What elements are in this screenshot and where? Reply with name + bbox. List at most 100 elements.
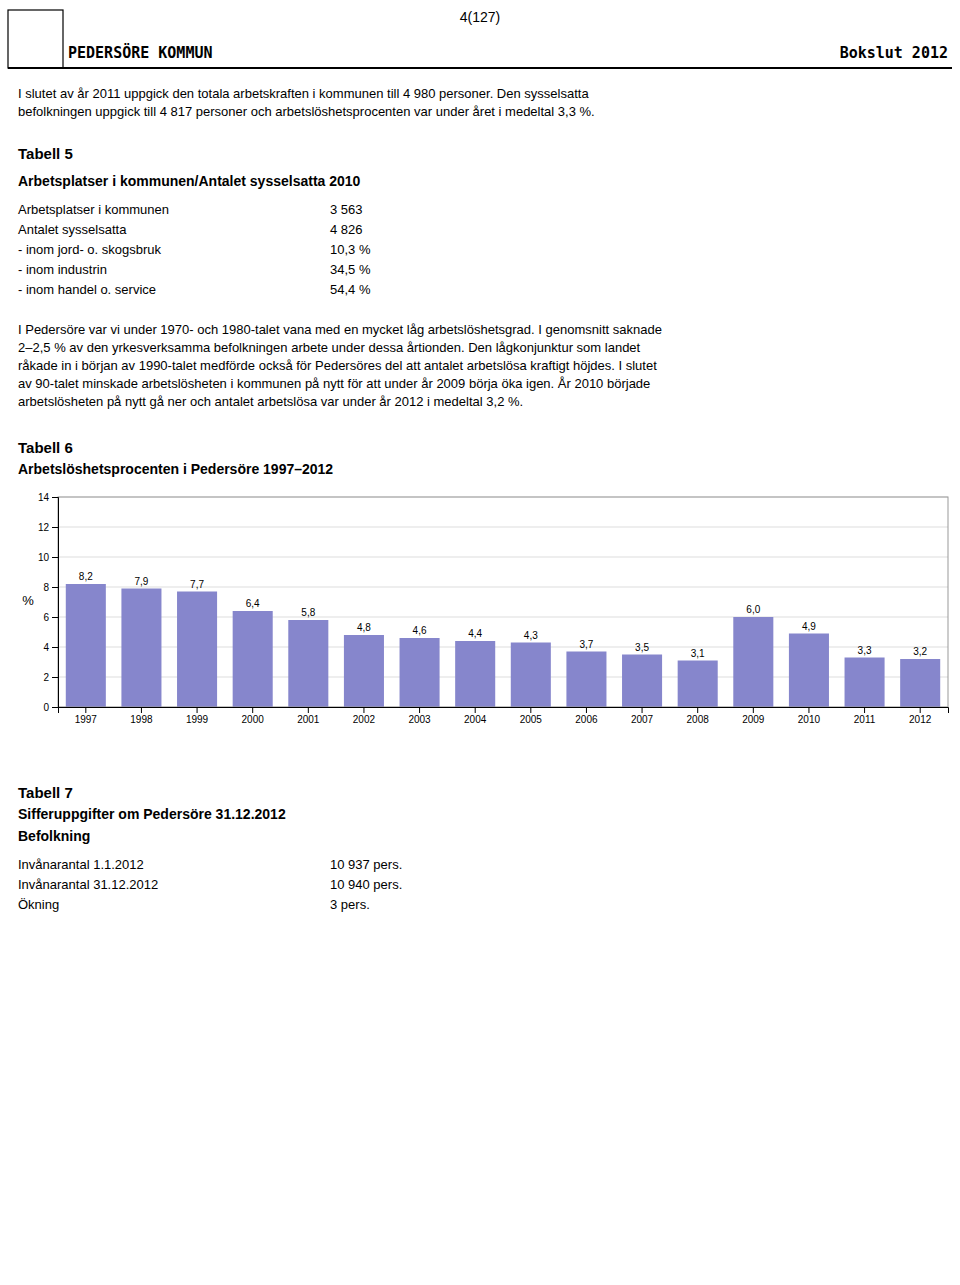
paragraph-line: arbetslösheten på nytt gå ner och antale… (18, 394, 523, 409)
tick-mark (52, 497, 58, 498)
bar (566, 652, 606, 708)
tick-label: 2002 (353, 714, 376, 725)
tick-label: 1998 (130, 714, 153, 725)
tick-label: 2001 (297, 714, 320, 725)
paragraph-line: I Pedersöre var vi under 1970- och 1980-… (18, 322, 662, 337)
tick-mark (52, 707, 58, 708)
tick-label: 1999 (186, 714, 209, 725)
tick-label: 4 (43, 642, 49, 653)
grid-line (58, 527, 948, 528)
table-cell: 10 940 pers. (330, 877, 402, 892)
page-number: 4(127) (460, 9, 500, 25)
tick: 12 (38, 522, 58, 533)
chart-subtitle: Arbetslöshetsprocenten i Pedersöre 1997–… (18, 461, 333, 477)
bars (66, 584, 940, 707)
tick: 2011 (854, 707, 876, 725)
bar (622, 655, 662, 708)
tick-label: 2010 (798, 714, 821, 725)
data-label: 5,8 (301, 607, 315, 618)
data-label: 3,7 (579, 639, 593, 650)
table-cell: Ökning (18, 897, 59, 912)
data-label: 3,5 (635, 642, 649, 653)
tick: 2010 (798, 707, 821, 725)
table-subtitle: Sifferuppgifter om Pedersöre 31.12.2012 (18, 806, 286, 822)
tick: 2009 (742, 707, 765, 725)
tick: 4 (43, 642, 58, 653)
data-label: 3,1 (691, 648, 705, 659)
tick-mark (252, 707, 253, 713)
tick-label: 2003 (408, 714, 431, 725)
tick: 2004 (464, 707, 487, 725)
tick-mark (308, 707, 309, 713)
paragraph-line: råkade in i början av 1990-talet medförd… (18, 358, 657, 373)
tick-mark (586, 707, 587, 713)
tick: 2001 (297, 707, 320, 725)
table-subtitle: Arbetsplatser i kommunen/Antalet syssels… (18, 173, 361, 189)
tick: 1997 (75, 707, 98, 725)
tick-mark (920, 707, 921, 713)
tick: 6 (43, 612, 58, 623)
tick-label: 2012 (909, 714, 932, 725)
data-label: 3,3 (858, 645, 872, 656)
logo (8, 10, 63, 68)
tick-label: 8 (43, 582, 49, 593)
page: 4(127) PEDERSÖRE KOMMUN Bokslut 2012 I slut… (0, 0, 960, 1285)
paragraph-line: 2–2,5 % av den yrkesverksamma befolkning… (18, 340, 641, 355)
tick: 10 (38, 552, 58, 563)
table-cell: 10 937 pers. (330, 857, 402, 872)
tick-label: 12 (38, 522, 50, 533)
tick-label: 1997 (75, 714, 98, 725)
axis-line (52, 498, 59, 708)
table-cell: - inom industrin (18, 262, 107, 277)
tick-label: 10 (38, 552, 50, 563)
data-label: 4,4 (468, 628, 482, 639)
tick-mark (697, 707, 698, 713)
bar (177, 592, 217, 708)
bar (233, 611, 273, 707)
bar (455, 641, 495, 707)
bar (288, 620, 328, 707)
axis-title: % (22, 593, 34, 608)
bar (511, 643, 551, 708)
data-labels: 8,27,97,76,45,84,84,64,44,33,73,53,16,04… (79, 571, 928, 659)
data-label: 4,9 (802, 621, 816, 632)
tick-mark (52, 647, 58, 648)
tick-mark (52, 557, 58, 558)
axis-line (59, 708, 949, 714)
tick-label: 2007 (631, 714, 654, 725)
tick-label: 2 (43, 672, 49, 683)
data-label: 8,2 (79, 571, 93, 582)
tick-label: 6 (43, 612, 49, 623)
header-left: PEDERSÖRE KOMMUN (68, 43, 213, 62)
header-right: Bokslut 2012 (840, 44, 948, 62)
tick: 1998 (130, 707, 153, 725)
bar (121, 589, 161, 708)
bar (678, 661, 718, 708)
intro-line: I slutet av år 2011 uppgick den totala a… (18, 86, 589, 101)
data-label: 6,4 (246, 598, 260, 609)
table-section: Befolkning (18, 828, 90, 844)
tick: 2002 (353, 707, 376, 725)
table-cell: 10,3 % (330, 242, 371, 257)
plot-frame (58, 497, 948, 707)
tick-mark (753, 707, 754, 713)
tick-mark (52, 527, 58, 528)
tick-mark (197, 707, 198, 713)
tick-mark (475, 707, 476, 713)
paragraph-line: av 90-talet minskade arbetslösheten i ko… (18, 376, 650, 391)
tick: 2 (43, 672, 58, 683)
bar (845, 658, 885, 708)
table-cell: - inom jord- o. skogsbruk (18, 242, 162, 257)
data-label: 6,0 (746, 604, 760, 615)
table-cell: 3 pers. (330, 897, 370, 912)
tick-label: 2008 (687, 714, 710, 725)
tick: 2005 (520, 707, 543, 725)
y-axis: 02468101214 (38, 492, 59, 713)
tick-label: 2006 (575, 714, 598, 725)
tick: 2012 (909, 707, 932, 725)
bar (344, 635, 384, 707)
tick: 2008 (687, 707, 710, 725)
bar (400, 638, 440, 707)
bar (733, 617, 773, 707)
grid-line (58, 557, 948, 558)
